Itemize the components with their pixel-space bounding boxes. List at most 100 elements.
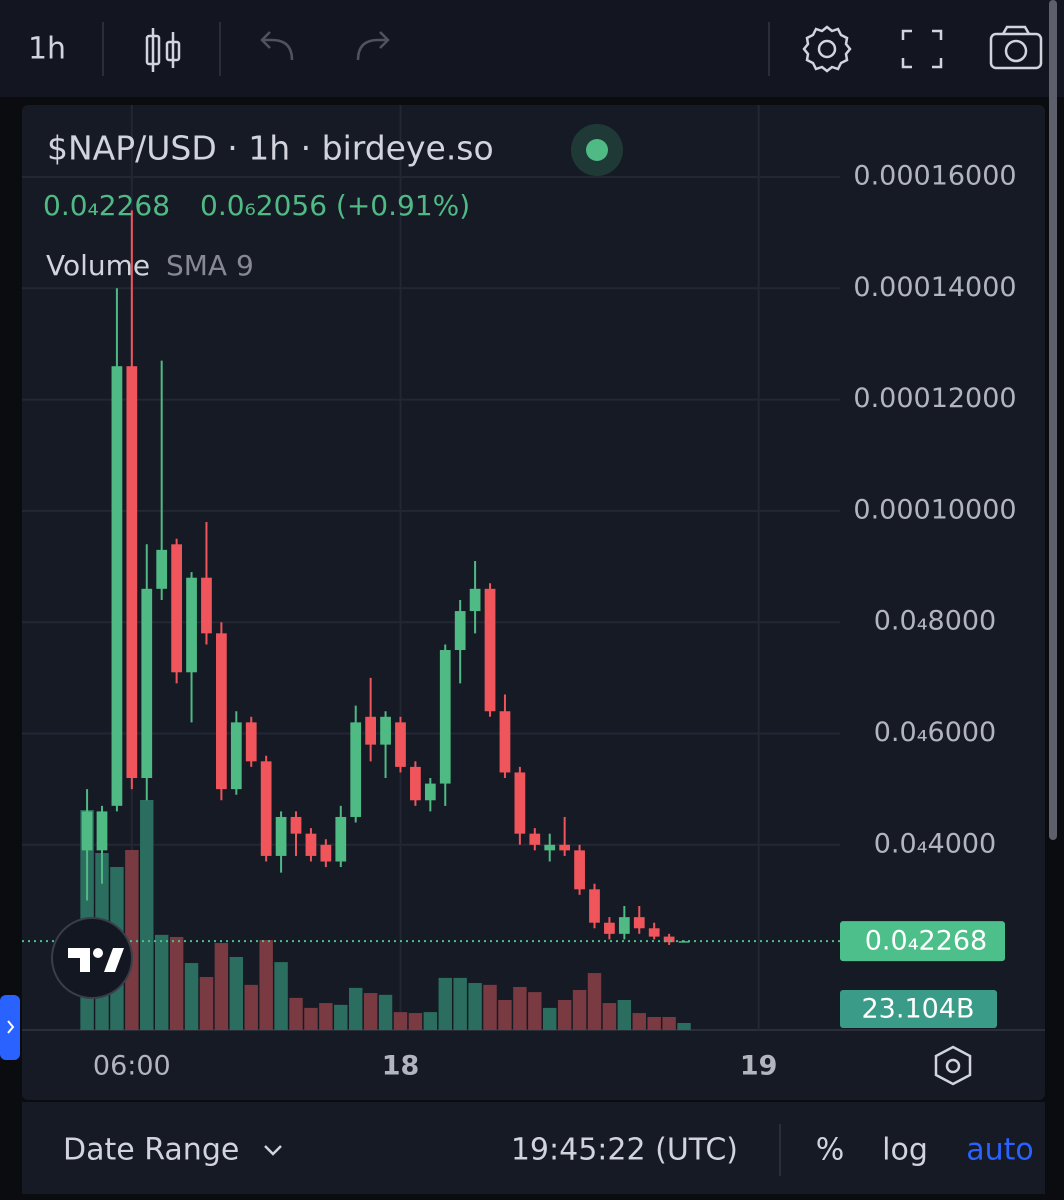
candle-body (171, 544, 182, 673)
x-tick-label: 19 (740, 1051, 778, 1082)
volume-bar (572, 990, 587, 1030)
candle-body (156, 549, 168, 589)
candle-body (335, 816, 347, 862)
candle-body (484, 588, 496, 712)
volume-bar (602, 1003, 617, 1030)
candle-body (439, 650, 451, 784)
volume-bar (662, 1016, 676, 1030)
y-tick-label: 0.00016000 (853, 161, 1016, 192)
y-tick-label: 0.0₄6000 (874, 717, 996, 748)
auto-button[interactable]: auto (966, 1133, 1034, 1168)
candle-body (365, 716, 377, 745)
volume-bar (319, 1003, 333, 1030)
candle-body (469, 588, 481, 612)
volume-bar (617, 1000, 632, 1030)
volume-bar (348, 987, 363, 1030)
volume-bar (259, 940, 273, 1030)
candle-body (499, 711, 511, 773)
volume-bar (244, 984, 258, 1030)
volume-bar (334, 1004, 348, 1030)
volume-bar (229, 956, 244, 1030)
volume-indicator: SMA 9 (166, 249, 254, 282)
volume-bar (169, 936, 184, 1030)
candle-body (245, 722, 257, 762)
volume-bar (647, 1016, 661, 1030)
volume-bar (677, 1022, 691, 1030)
volume-tag-label: 23.104B (862, 994, 975, 1025)
y-tick-label: 0.00012000 (853, 383, 1016, 414)
candle-body (424, 783, 436, 801)
candle-body (454, 611, 466, 651)
candle-body (633, 917, 645, 929)
candle-body (604, 922, 615, 934)
candle-body (648, 928, 660, 937)
percent-button[interactable]: % (816, 1133, 845, 1168)
fullscreen-button[interactable] (901, 29, 943, 69)
volume-bar (184, 963, 199, 1030)
volume-bar (528, 992, 542, 1030)
status-dot (586, 139, 608, 161)
candle-body (514, 772, 526, 834)
clock: 19:45:22 (UTC) (511, 1133, 738, 1168)
y-tick-label: 0.00014000 (853, 272, 1016, 303)
candle-body (618, 917, 630, 934)
interval-button[interactable]: 1h (28, 32, 66, 67)
volume-bar (393, 1012, 408, 1030)
legend-close: 0.0₄2268 (43, 189, 170, 222)
x-tick-label: 06:00 (93, 1051, 171, 1082)
volume-bar (587, 973, 602, 1030)
y-tick-label: 0.0₄8000 (874, 606, 996, 637)
candle-body (305, 833, 317, 856)
toggle-arrow (7, 1020, 15, 1034)
volume-bar (199, 976, 214, 1030)
candle-body (350, 722, 362, 817)
auto-scale-button[interactable] (934, 1045, 972, 1086)
date-range-button[interactable]: Date Range (63, 1133, 239, 1168)
candle-body (320, 844, 332, 862)
candle-body (410, 766, 421, 801)
volume-bar (140, 800, 154, 1030)
volume-bar (408, 1013, 423, 1030)
chart-title: $NAP/USD · 1h · birdeye.so (47, 129, 494, 168)
volume-bar (274, 962, 288, 1030)
volume-bar (483, 984, 497, 1030)
candle-body (96, 811, 108, 851)
log-button[interactable]: log (882, 1133, 928, 1168)
screenshot-button[interactable] (989, 25, 1043, 70)
volume-bar (543, 1007, 557, 1030)
toolbar (0, 0, 1064, 97)
candle-type-button[interactable] (145, 28, 181, 72)
candle-body (663, 936, 675, 943)
y-tick-label: 0.00010000 (853, 494, 1016, 525)
volume-bar (304, 1007, 318, 1030)
candle-body (201, 577, 212, 634)
settings-button[interactable] (802, 25, 852, 73)
volume-bar (125, 850, 139, 1030)
candle-body (260, 761, 272, 856)
plot: 0.00016000 0.00014000 0.00012000 0.00010000… (22, 105, 1017, 1082)
volume-tag (840, 990, 997, 1028)
tradingview-logo[interactable] (51, 917, 133, 999)
volume-bar (363, 993, 378, 1030)
volume-bar (498, 1000, 512, 1030)
price-tag (840, 921, 1005, 962)
candle-body (589, 889, 600, 923)
candle-body (678, 941, 690, 943)
volume-bar (289, 997, 303, 1030)
volume-label: Volume (46, 249, 150, 282)
side-panel-toggle[interactable] (0, 995, 20, 1060)
undo-button[interactable] (260, 31, 294, 61)
volume-bar (378, 994, 393, 1030)
dropdown-arrow (264, 1145, 282, 1156)
candle-body (380, 716, 391, 745)
candle-body (81, 811, 93, 851)
y-tick-label: 0.0₄4000 (874, 828, 996, 859)
scrollbar[interactable] (1049, 0, 1057, 840)
price-tag-label: 0.0₄2268 (865, 926, 987, 957)
candle-body (230, 722, 242, 790)
redo-button[interactable] (356, 31, 390, 61)
candle-body (216, 633, 227, 790)
volume-bar (453, 977, 467, 1030)
